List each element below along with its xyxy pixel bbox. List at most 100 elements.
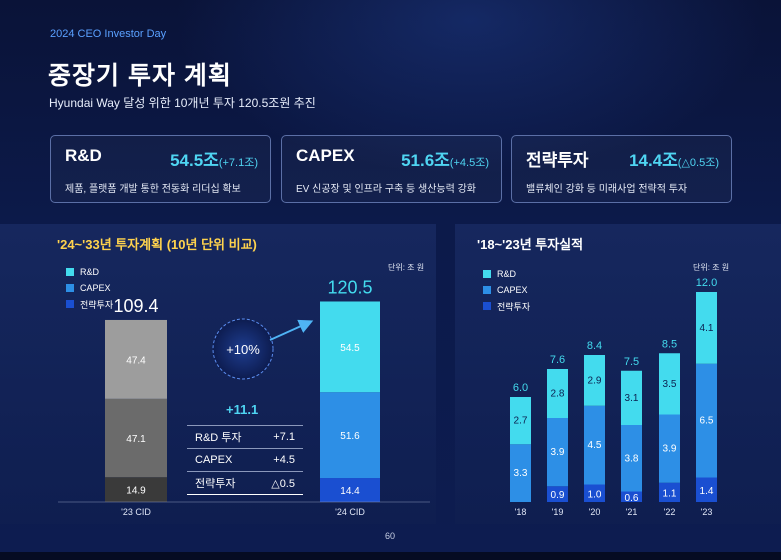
- page-number: 60: [385, 531, 396, 541]
- card-name: 전략투자: [526, 151, 589, 170]
- bar-segment-capex: [584, 405, 605, 485]
- increase-row-capex: CAPEX +4.5: [187, 449, 303, 472]
- bar-value-label: 0.6: [625, 493, 639, 504]
- increase-row-label: 전략투자: [195, 478, 236, 490]
- bar-value-label: 2.8: [551, 389, 565, 400]
- legend-swatch: [483, 302, 491, 310]
- card-value-number: 51.6조: [401, 151, 450, 170]
- plan-chart-legend: R&D CAPEX 전략투자: [66, 264, 113, 312]
- bar-value-label: 1.0: [588, 489, 602, 500]
- card-value-number: 54.5조: [170, 151, 219, 170]
- legend-label: CAPEX: [497, 285, 528, 295]
- summary-card-rnd: R&D 54.5조(+7.1조) 제품, 플랫폼 개발 통한 전동화 리더십 확…: [50, 135, 271, 203]
- bar-total-label: 120.5: [327, 277, 372, 297]
- increase-row-value: △0.5: [271, 477, 295, 490]
- bar-segment-capex: [105, 398, 167, 478]
- bar-segment-capex: [510, 444, 531, 502]
- bar-value-label: 3.8: [625, 453, 639, 464]
- legend-item-capex: CAPEX: [66, 280, 113, 296]
- legend-label: R&D: [80, 267, 100, 277]
- bar-segment-rnd: [696, 292, 717, 364]
- card-description: 밸류체인 강화 등 미래사업 전략적 투자: [526, 184, 688, 195]
- bar-segment-strategic: [320, 478, 380, 502]
- growth-arrow: [269, 319, 314, 341]
- bar-total-label: 8.5: [662, 338, 677, 350]
- x-tick-label: '23: [701, 507, 713, 517]
- x-tick-label: '24 CID: [335, 507, 365, 517]
- bar-segment-rnd: [510, 397, 531, 445]
- legend-label: 전략투자: [497, 301, 531, 312]
- card-name: R&D: [65, 146, 102, 165]
- actual-chart-panel: '18~'23년 투자실적 R&D CAPEX 전략투자 단위: 조 원: [455, 224, 781, 524]
- growth-label: +10%: [226, 342, 260, 357]
- bar-value-label: 2.9: [588, 375, 602, 386]
- bar-segment-strategic: [696, 477, 717, 502]
- summary-card-strategic: 전략투자 14.4조(△0.5조) 밸류체인 강화 등 미래사업 전략적 투자: [511, 135, 732, 203]
- legend-item-strategic: 전략투자: [483, 298, 530, 314]
- bar-value-label: 4.5: [588, 440, 602, 451]
- bottom-strip: [0, 552, 781, 560]
- bar-segment-capex: [696, 363, 717, 478]
- event-label: 2024 CEO Investor Day: [50, 28, 167, 40]
- legend-label: 전략투자: [80, 299, 114, 310]
- card-name: CAPEX: [296, 146, 355, 165]
- legend-item-rnd: R&D: [66, 264, 113, 280]
- bar-segment-rnd: [105, 319, 167, 399]
- actual-chart-unit: 단위: 조 원: [693, 263, 730, 272]
- legend-item-rnd: R&D: [483, 266, 530, 282]
- legend-label: CAPEX: [80, 283, 111, 293]
- legend-label: R&D: [497, 269, 517, 279]
- bar-segment-capex: [320, 392, 380, 479]
- bar-segment-strategic: [547, 486, 568, 502]
- x-tick-label: '18: [515, 507, 527, 517]
- bar-segment-strategic: [659, 482, 680, 502]
- bar-segment-capex: [659, 414, 680, 483]
- page-title: 중장기 투자 계획: [48, 62, 232, 90]
- bar-segment-strategic: [105, 477, 167, 502]
- legend-item-capex: CAPEX: [483, 282, 530, 298]
- increase-total: +11.1: [226, 402, 259, 417]
- legend-item-strategic: 전략투자: [66, 296, 113, 312]
- bar-total-label: 7.5: [624, 356, 639, 368]
- x-tick-label: '22: [664, 507, 676, 517]
- bar-value-label: 3.1: [625, 393, 639, 404]
- plan-chart-title: '24~'33년 투자계획 (10년 단위 비교): [57, 237, 257, 252]
- bar-segment-rnd: [659, 353, 680, 415]
- card-value-delta: (+7.1조): [218, 157, 258, 169]
- x-tick-label: '20: [589, 507, 601, 517]
- legend-swatch: [483, 286, 491, 294]
- x-tick-label: '21: [626, 507, 638, 517]
- bar-segment-rnd: [320, 301, 380, 393]
- bar-value-label: 4.1: [700, 323, 714, 334]
- bar-value-label: 3.9: [551, 447, 565, 458]
- bar-value-label: 3.9: [663, 444, 677, 455]
- bar-value-label: 54.5: [340, 343, 360, 354]
- card-value-delta: (△0.5조): [677, 157, 719, 169]
- bar-value-label: 47.1: [126, 434, 146, 445]
- bar-total-label: 8.4: [587, 340, 602, 352]
- card-value: 14.4조(△0.5조): [629, 146, 719, 171]
- bar-value-label: 14.4: [340, 486, 360, 497]
- increase-row-label: R&D 투자: [195, 432, 242, 444]
- bar-segment-rnd: [621, 370, 642, 425]
- card-description: 제품, 플랫폼 개발 통한 전동화 리더십 확보: [65, 184, 241, 195]
- bar-value-label: 2.7: [514, 416, 528, 427]
- actual-chart-legend: R&D CAPEX 전략투자: [483, 266, 530, 314]
- page-subtitle: Hyundai Way 달성 위한 10개년 투자 120.5조원 추진: [49, 96, 316, 110]
- bar-segment-capex: [547, 418, 568, 487]
- increase-row-value: +7.1: [273, 431, 295, 443]
- bar-total-label: 6.0: [513, 382, 528, 394]
- bar-value-label: 3.3: [514, 468, 528, 479]
- bar-segment-rnd: [584, 355, 605, 406]
- bar-total-label: 12.0: [696, 277, 717, 289]
- bar-segment-strategic: [584, 484, 605, 502]
- bar-value-label: 51.6: [340, 431, 360, 442]
- bar-total-label: 109.4: [113, 296, 158, 316]
- increase-row-strategic: 전략투자 △0.5: [187, 472, 303, 495]
- increase-table: R&D 투자 +7.1 CAPEX +4.5 전략투자 △0.5: [187, 425, 303, 495]
- legend-swatch: [66, 268, 74, 276]
- summary-card-capex: CAPEX 51.6조(+4.5조) EV 신공장 및 인프라 구축 등 생산능…: [281, 135, 502, 203]
- bar-value-label: 3.5: [663, 379, 677, 390]
- legend-swatch: [66, 300, 74, 308]
